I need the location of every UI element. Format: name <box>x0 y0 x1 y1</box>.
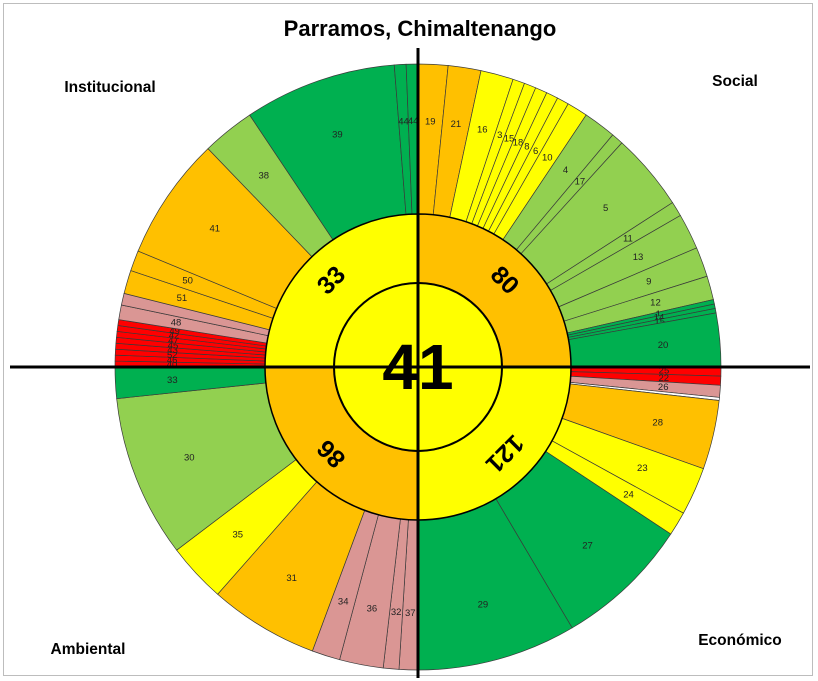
chart-title: Parramos, Chimaltenango <box>284 16 557 41</box>
indicator-label-economico-0: 25 <box>659 366 670 377</box>
indicator-label-economico-6: 24 <box>623 489 634 500</box>
indicator-label-social-18: 15 <box>654 316 665 327</box>
indicator-label-social-6: 8 <box>524 141 529 152</box>
indicator-label-social-17: 14 <box>654 313 665 324</box>
indicator-label-institucional-3: 43 <box>167 345 178 356</box>
indicator-label-social-14: 9 <box>646 277 651 288</box>
indicator-label-institucional-14: 39 <box>332 130 343 141</box>
indicator-label-ambiental-3: 34 <box>338 596 349 607</box>
indicator-label-institucional-7: 49 <box>169 326 180 337</box>
indicator-label-economico-5: 23 <box>637 463 648 474</box>
indicator-label-social-10: 17 <box>575 177 586 188</box>
indicator-label-ambiental-1: 32 <box>391 607 402 618</box>
indicator-label-social-1: 21 <box>451 119 462 130</box>
indicator-label-ambiental-5: 35 <box>233 529 244 540</box>
indicator-label-institucional-10: 51 <box>177 293 188 304</box>
indicator-label-social-12: 11 <box>623 234 633 245</box>
indicator-label-institucional-12: 41 <box>210 223 221 234</box>
indicator-label-social-8: 10 <box>542 153 553 164</box>
indicator-label-social-3: 3 <box>497 130 502 141</box>
indicator-label-economico-4: 28 <box>652 417 663 428</box>
indicator-label-institucional-0: 40 <box>167 360 178 371</box>
quadrant-label-ambiental: Ambiental <box>51 641 126 658</box>
indicator-label-social-2: 16 <box>477 125 488 136</box>
indicator-label-economico-1: 22 <box>658 373 669 384</box>
indicator-label-institucional-6: 42 <box>169 331 180 342</box>
indicator-label-institucional-13: 38 <box>259 170 270 181</box>
indicator-label-institucional-4: 45 <box>168 340 179 351</box>
indicator-label-social-11: 5 <box>603 203 608 214</box>
indicator-label-social-9: 4 <box>563 165 568 176</box>
indicator-label-social-0: 19 <box>425 116 436 127</box>
indicator-label-ambiental-2: 36 <box>367 604 378 615</box>
indicator-label-ambiental-7: 33 <box>167 375 178 386</box>
quadrant-label-social: Social <box>712 73 758 90</box>
total-score-label: 41 <box>382 331 453 403</box>
indicator-label-social-5: 18 <box>513 137 524 148</box>
indicator-label-social-19: 20 <box>658 340 669 351</box>
indicator-label-social-7: 6 <box>533 146 538 157</box>
indicator-label-ambiental-0: 37 <box>405 608 416 619</box>
indicator-label-ambiental-6: 30 <box>184 453 195 464</box>
indicator-label-institucional-11: 50 <box>182 276 193 287</box>
indicator-label-economico-7: 27 <box>582 540 593 551</box>
indicator-label-institucional-15: 44 <box>398 116 409 127</box>
indicator-label-institucional-5: 47 <box>168 335 179 346</box>
indicator-label-institucional-2: 52 <box>167 350 178 361</box>
indicator-label-institucional-1: 46 <box>167 355 178 366</box>
indicator-label-institucional-8: 48 <box>171 318 182 329</box>
indicator-label-social-15: 12 <box>650 298 661 309</box>
quadrant-label-institucional: Institucional <box>64 79 155 96</box>
indicator-label-institucional-16: 44 <box>408 116 419 127</box>
indicator-label-economico-8: 29 <box>478 599 489 610</box>
indicator-label-economico-2: 26 <box>658 382 669 393</box>
quadrant-label-economico: Económico <box>698 632 782 649</box>
indicator-label-social-16: 1 <box>656 309 661 320</box>
indicator-label-ambiental-4: 31 <box>286 573 297 584</box>
indicator-label-social-13: 13 <box>633 252 644 263</box>
indicator-label-social-4: 15 <box>504 133 515 144</box>
